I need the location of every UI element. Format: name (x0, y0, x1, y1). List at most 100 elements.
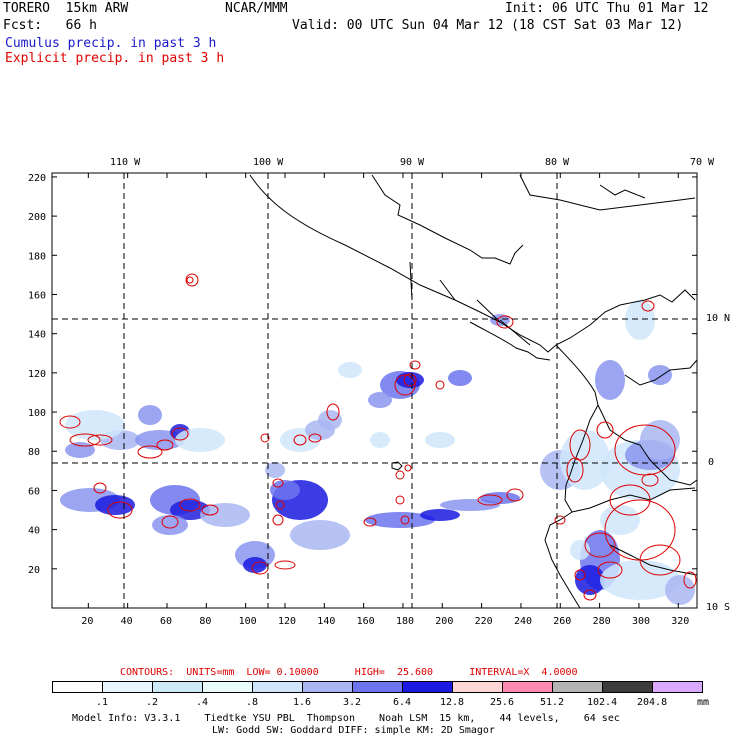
precip-contour (597, 561, 623, 579)
y-tick-label: 20 (28, 565, 40, 576)
colorbar-swatch (502, 681, 553, 693)
map-frame (51, 172, 698, 609)
precip-cell (625, 300, 655, 340)
precip-contour (272, 478, 284, 488)
precip-contour (394, 374, 416, 396)
latlon-grid (52, 173, 697, 608)
colorbar-swatch (152, 681, 203, 693)
lon-label-110w: 110 W (110, 157, 141, 168)
precip-contour (186, 276, 194, 284)
precip-contour (409, 360, 421, 370)
precip-contour (506, 488, 524, 502)
precip-contour (274, 560, 296, 570)
contour-info: CONTOURS: UNITS=mm LOW= 0.10000 HIGH= 25… (120, 667, 578, 678)
x-tick-label: 240 (514, 616, 532, 627)
x-tick-label: 280 (593, 616, 611, 627)
precip-cell (448, 370, 472, 386)
precip-contour (403, 373, 417, 387)
colorbar-swatch (102, 681, 153, 693)
colorbar-swatch (652, 681, 703, 693)
precip-contour (583, 589, 597, 601)
precip-contour (683, 571, 697, 589)
south-america-interior (597, 404, 698, 486)
precip-cell (270, 480, 300, 500)
precip-contour (260, 433, 270, 443)
precip-cell (65, 410, 125, 440)
colorbar-label: 6.4 (393, 697, 412, 708)
precip-fill-layer (60, 300, 695, 605)
lon-label-100w: 100 W (253, 157, 284, 168)
galapagos (391, 461, 403, 471)
colorbar-label: .8 (246, 697, 259, 708)
colorbar-swatch (352, 681, 403, 693)
precip-contour (171, 427, 189, 441)
precip-cell (243, 557, 267, 573)
y-tick-label: 200 (28, 212, 46, 223)
precip-contour (69, 433, 101, 447)
x-tick-label: 220 (475, 616, 493, 627)
precip-contour (201, 504, 219, 516)
precip-contour (404, 464, 412, 472)
precip-cell (595, 360, 625, 400)
precip-contour (59, 415, 81, 429)
colorbar-label: 102.4 (587, 697, 618, 708)
cumulus-legend-label: Cumulus precip. in past 3 h (5, 36, 217, 51)
precip-cell (318, 410, 342, 430)
precip-cell (665, 575, 695, 605)
precip-cell (575, 565, 605, 595)
x-tick-label: 140 (317, 616, 335, 627)
precip-cell (560, 430, 610, 490)
yucatan-coast (371, 174, 524, 265)
forecast-hour: Fcst: 66 h (3, 18, 97, 33)
precip-contour (185, 273, 199, 287)
precip-contour (137, 445, 163, 459)
x-tick-label: 100 (239, 616, 257, 627)
ecuador-peru-border (571, 487, 696, 513)
precip-contour (107, 501, 133, 519)
precip-contour (596, 421, 614, 439)
lon-label-90w: 90 W (400, 157, 425, 168)
precip-cell (95, 495, 135, 515)
border-4 (499, 319, 531, 346)
precip-cell (290, 520, 350, 550)
x-tick-label: 260 (553, 616, 571, 627)
precip-contour (326, 403, 340, 421)
precip-cell (365, 512, 435, 528)
valid-time: Valid: 00 UTC Sun 04 Mar 12 (18 CST Sat … (292, 18, 684, 33)
precip-contour (435, 380, 445, 390)
precip-cell (200, 503, 250, 527)
x-tick-label: 200 (435, 616, 453, 627)
colorbar-swatch (252, 681, 303, 693)
precip-cell (570, 540, 590, 560)
precip-contour (496, 315, 514, 329)
colorbar-label: .2 (146, 697, 159, 708)
border-3 (476, 299, 501, 323)
precip-cell (648, 365, 672, 385)
x-tick-label: 40 (121, 616, 133, 627)
precip-contour (395, 470, 405, 480)
precip-cell (368, 392, 392, 408)
colorbar-label: 204.8 (637, 697, 668, 708)
x-tick-label: 60 (160, 616, 172, 627)
precip-cell (138, 405, 162, 425)
explicit-legend-label: Explicit precip. in past 3 h (5, 51, 225, 66)
precip-contour (609, 484, 651, 516)
y-tick-label: 220 (28, 173, 46, 184)
precip-contour (400, 515, 410, 525)
y-tick-label: 180 (28, 251, 46, 262)
model-info-line1: Model Info: V3.3.1 Tiedtke YSU PBL Thomp… (72, 713, 620, 724)
y-tick-label: 80 (28, 447, 40, 458)
precip-cell (420, 509, 460, 521)
precip-contour (161, 515, 179, 529)
precip-contour (308, 433, 322, 443)
precip-cell (600, 560, 680, 600)
precip-contour (477, 494, 503, 506)
colorbar-label: 12.8 (440, 697, 465, 708)
precip-cell (370, 432, 390, 448)
x-tick-label: 120 (278, 616, 296, 627)
precip-contour (639, 544, 681, 576)
x-tick-label: 20 (81, 616, 93, 627)
precip-contour (569, 429, 591, 461)
coastline-layer (249, 174, 698, 609)
colorbar-swatch (402, 681, 453, 693)
